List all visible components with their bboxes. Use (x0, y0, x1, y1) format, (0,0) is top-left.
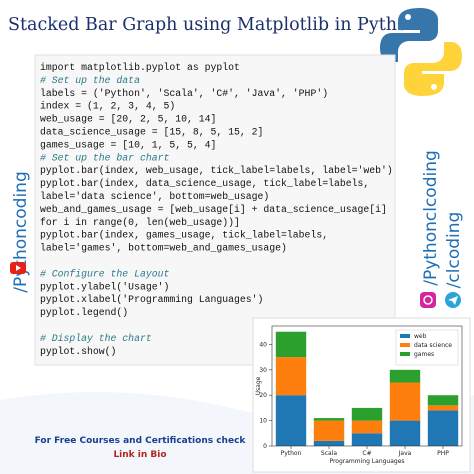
code-line: for i in range(0, len(web_usage))] (40, 217, 240, 228)
title: Stacked Bar Graph using Matplotlib in Py… (8, 15, 419, 35)
bar (275, 357, 307, 396)
code-line: pyplot.xlabel('Programming Languages') (40, 294, 263, 305)
axes-frame (271, 325, 463, 447)
bar (313, 420, 345, 441)
instagram-icon (420, 292, 436, 308)
y-axis-label: Usage (255, 376, 262, 395)
side-handle: /Pythoncoding (11, 171, 31, 292)
bar (427, 405, 459, 411)
youtube-icon (10, 262, 26, 274)
code-line: label='games', bottom=web_and_games_usag… (40, 243, 287, 254)
legend-swatch (400, 343, 410, 347)
bar (351, 433, 383, 446)
code-line: pyplot.show() (40, 346, 116, 357)
bar (275, 331, 307, 358)
y-tick-label: 40 (259, 341, 267, 348)
code-line: # Configure the Layout (40, 268, 169, 279)
bar (313, 418, 345, 421)
code-line: # Display the chart (40, 333, 152, 344)
x-tick-label: Python (281, 450, 302, 457)
bar (389, 420, 421, 446)
side-handle: /Pythonclcoding (421, 150, 441, 286)
chart: 0 10 20 30 40 Python Scala C# Java PHP Programming… (255, 325, 463, 465)
code-line: labels = ('Python', 'Scala', 'C#', 'Java… (40, 88, 328, 99)
legend-swatch (400, 334, 410, 338)
bar (389, 382, 421, 421)
code-line: index = (1, 2, 3, 4, 5) (40, 101, 175, 112)
side-handle: /clcoding (444, 212, 464, 289)
python-logo (380, 8, 462, 96)
code-line: label='data science', bottom=web_usage) (40, 191, 269, 202)
code-line: pyplot.bar(index, data_science_usage, ti… (40, 178, 369, 189)
y-tick-label: 10 (259, 418, 267, 425)
x-tick-label: Java (398, 450, 412, 457)
telegram-icon (445, 292, 461, 308)
code-block: import matplotlib.pyplot as pyplot # Set … (40, 62, 393, 357)
x-tick-label: PHP (437, 450, 449, 457)
code-line: # Set up the bar chart (40, 152, 169, 163)
code-line: web_usage = [20, 2, 5, 10, 14] (40, 114, 216, 125)
bar (427, 395, 459, 406)
bar (427, 410, 459, 446)
code-line: pyplot.ylabel('Usage') (40, 281, 169, 292)
footer-text: For Free Courses and Certifications chec… (35, 436, 247, 446)
legend-label: data science (414, 342, 452, 349)
legend-label: web (414, 333, 427, 340)
footer-link[interactable]: Link in Bio (113, 450, 166, 460)
code-line: import matplotlib.pyplot as pyplot (40, 62, 240, 73)
y-tick-label: 0 (263, 443, 267, 450)
x-axis-label: Programming Languages (329, 458, 404, 465)
bar (275, 395, 307, 446)
bar (351, 420, 383, 434)
x-tick-label: C# (362, 450, 371, 457)
code-line: pyplot.bar(index, web_usage, tick_label=… (40, 165, 393, 176)
code-line: data_science_usage = [15, 8, 5, 15, 2] (40, 127, 263, 138)
code-line: web_and_games_usage = [web_usage[i] + da… (40, 204, 387, 215)
bar (351, 407, 383, 421)
x-tick-label: Scala (321, 450, 337, 457)
code-line: pyplot.bar(index, games_usage, tick_labe… (40, 230, 328, 241)
code-line: # Set up the data (40, 75, 140, 86)
y-tick-label: 20 (259, 392, 267, 399)
legend-label: games (414, 351, 434, 358)
bar (389, 369, 421, 383)
y-tick-label: 30 (259, 367, 267, 374)
code-line: games_usage = [10, 1, 5, 5, 4] (40, 139, 216, 150)
bar (313, 440, 345, 446)
code-box (34, 54, 396, 366)
legend-swatch (400, 352, 410, 356)
code-line: pyplot.legend() (40, 307, 128, 318)
